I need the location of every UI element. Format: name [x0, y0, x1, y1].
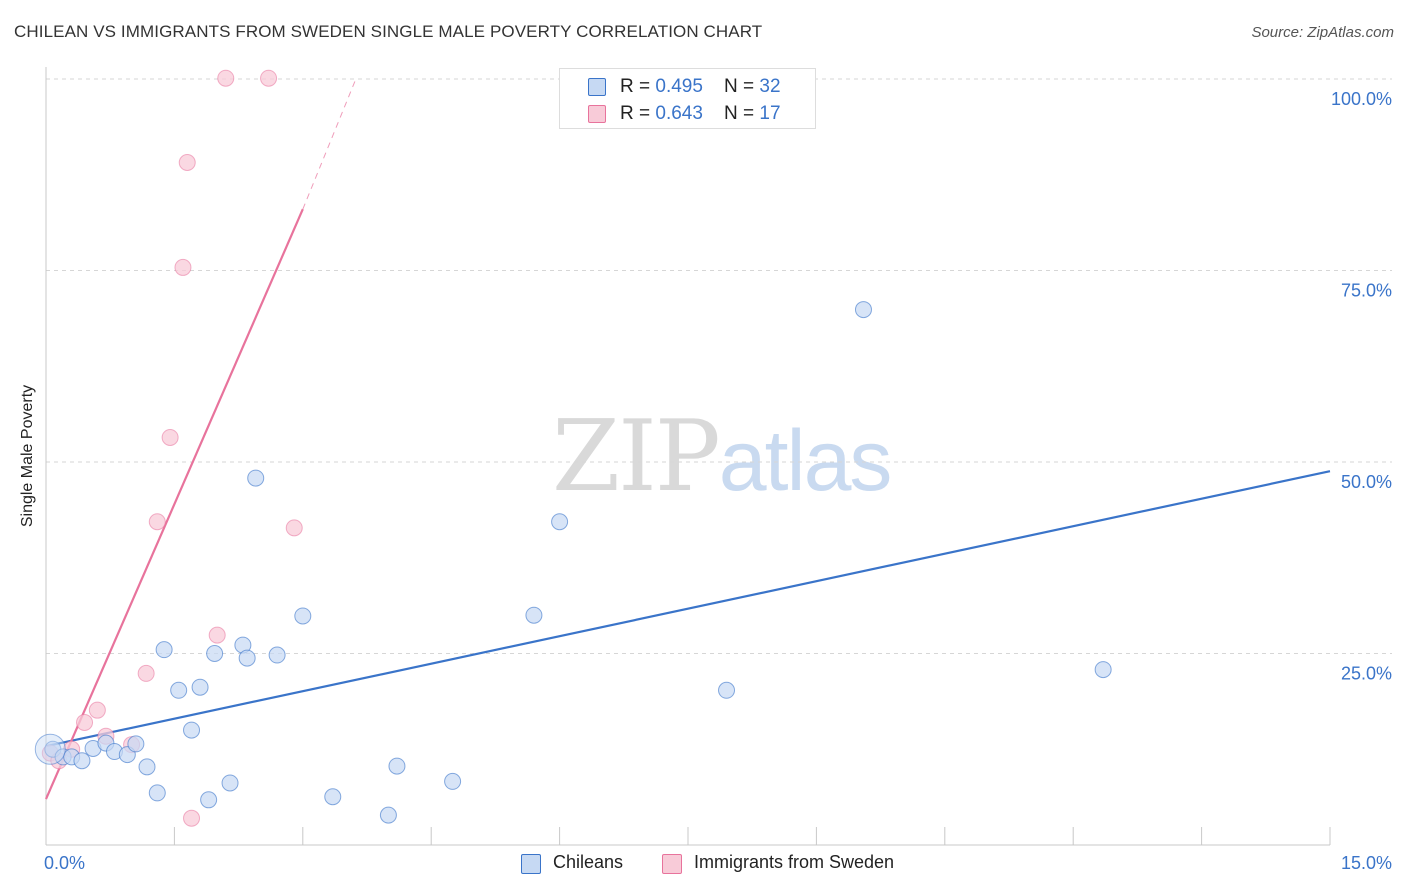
trend-lines	[44, 78, 1331, 800]
point-chilean	[191, 678, 209, 696]
y-tick-label: 25.0%	[1341, 664, 1392, 684]
legend-swatch-sweden	[588, 105, 606, 123]
point-chilean	[525, 606, 543, 624]
point-sweden	[260, 69, 278, 87]
point-chilean	[155, 641, 173, 659]
n-value-sweden: 17	[759, 103, 781, 124]
watermark-atlas: atlas	[718, 413, 893, 509]
point-chilean	[388, 757, 406, 775]
point-chilean	[148, 784, 166, 802]
point-sweden	[76, 713, 94, 731]
legend-text-sweden: R = 0.643 N = 17	[620, 103, 791, 125]
tick-labels: 25.0% 50.0% 75.0% 100.0% 0.0% 15.0%	[44, 89, 1392, 873]
point-sweden	[148, 513, 166, 531]
point-chilean	[294, 607, 312, 625]
y-tick-label: 100.0%	[1331, 89, 1392, 109]
point-chilean	[379, 806, 397, 824]
trend-line-sweden-extension	[302, 78, 357, 210]
point-sweden	[183, 809, 201, 827]
point-chilean	[268, 646, 286, 664]
point-sweden	[88, 701, 106, 719]
point-sweden	[208, 626, 226, 644]
y-tick-label: 75.0%	[1341, 281, 1392, 301]
point-chilean	[200, 791, 218, 809]
point-chilean	[127, 735, 145, 753]
n-value-chileans: 32	[759, 76, 781, 97]
point-chilean	[238, 649, 256, 667]
point-chilean	[854, 301, 872, 319]
x-tick-label-max: 15.0%	[1341, 853, 1392, 873]
n-label: N =	[724, 103, 760, 124]
point-sweden	[174, 258, 192, 276]
point-chilean	[1094, 661, 1112, 679]
gridlines	[46, 78, 1392, 654]
point-chilean	[170, 681, 188, 699]
stats-legend: R = 0.495 N = 32 R = 0.643 N = 17	[559, 68, 816, 129]
x-tick-label-min: 0.0%	[44, 853, 85, 873]
chart-title: CHILEAN VS IMMIGRANTS FROM SWEDEN SINGLE…	[14, 22, 763, 41]
source-label: Source: ZipAtlas.com	[1251, 24, 1394, 41]
r-label: R =	[620, 103, 656, 124]
bottom-swatch-sweden	[662, 854, 682, 874]
point-sweden	[285, 519, 303, 537]
bottom-swatch-chileans	[521, 854, 541, 874]
watermark-zip: ZIP	[552, 400, 721, 514]
point-cluster-chileans	[34, 733, 66, 765]
trend-line-sweden	[44, 208, 304, 800]
point-chilean	[718, 681, 736, 699]
axes	[45, 67, 1331, 846]
legend-swatch-chileans	[588, 78, 606, 96]
point-chilean	[183, 721, 201, 739]
point-sweden	[217, 69, 235, 87]
r-label: R =	[620, 76, 656, 97]
point-sweden	[161, 428, 179, 446]
point-sweden	[178, 153, 196, 171]
point-chilean	[247, 469, 265, 487]
point-chilean	[324, 788, 342, 806]
point-chilean	[551, 513, 569, 531]
y-tick-label: 50.0%	[1341, 472, 1392, 492]
point-sweden	[137, 664, 155, 682]
bottom-label-chileans: Chileans	[553, 852, 624, 872]
bottom-label-sweden: Immigrants from Sweden	[694, 852, 895, 872]
n-label: N =	[724, 76, 760, 97]
point-chilean	[444, 772, 462, 790]
point-chilean	[206, 645, 224, 662]
r-value-sweden: 0.643	[655, 103, 703, 124]
data-points	[34, 69, 1112, 827]
point-chilean	[138, 758, 156, 776]
trend-line-chileans	[45, 470, 1331, 748]
legend-text-chileans: R = 0.495 N = 32	[620, 76, 781, 98]
point-chilean	[73, 752, 91, 770]
point-chilean	[221, 774, 239, 792]
r-value-chileans: 0.495	[655, 76, 703, 97]
watermark: ZIPatlas	[552, 400, 893, 514]
